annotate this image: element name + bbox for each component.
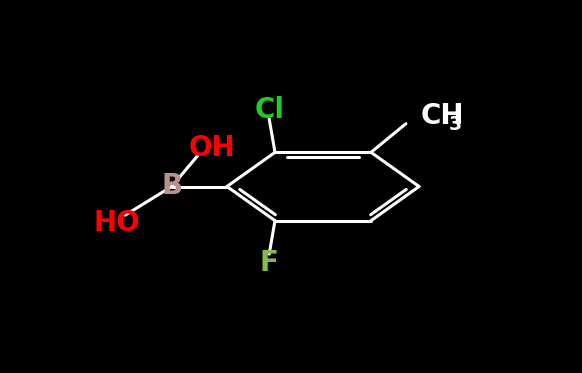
Text: OH: OH [189, 134, 236, 162]
Text: F: F [260, 250, 279, 278]
Text: B: B [161, 172, 182, 201]
Text: HO: HO [93, 209, 140, 236]
Text: CH: CH [420, 102, 464, 130]
Text: 3: 3 [448, 115, 462, 134]
Text: Cl: Cl [254, 95, 284, 123]
